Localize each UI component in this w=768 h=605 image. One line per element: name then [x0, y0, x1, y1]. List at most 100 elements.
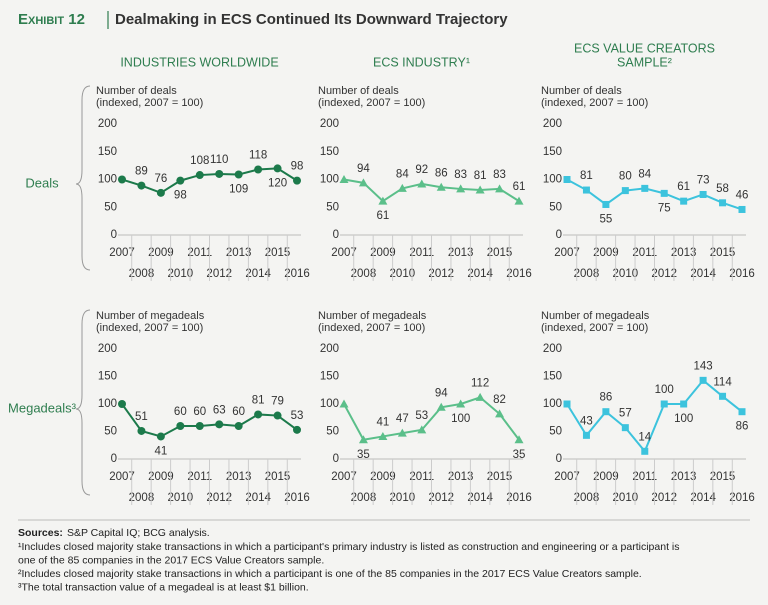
data-label: 100: [674, 413, 693, 425]
exhibit-title: Dealmaking in ECS Continued Its Downward…: [115, 11, 508, 28]
y-tick-label: 150: [543, 371, 562, 383]
column-title: INDUSTRIES WORLDWIDE: [120, 55, 278, 69]
x-tick-label: 2015: [710, 247, 736, 259]
marker: [273, 164, 282, 173]
y-tick-label: 0: [111, 229, 117, 241]
y-axis-label: Number of deals: [96, 85, 177, 97]
marker: [563, 176, 571, 183]
x-tick-label: 2016: [284, 268, 310, 280]
series-line: [566, 178, 743, 211]
x-tick-label: 2012: [651, 268, 677, 280]
x-tick-label: 2011: [187, 247, 212, 259]
y-tick-label: 200: [320, 343, 339, 355]
marker: [660, 400, 668, 408]
y-tick-label: 100: [320, 174, 339, 186]
marker: [358, 178, 368, 187]
marker: [156, 188, 165, 197]
series-line: [343, 396, 520, 441]
marker: [137, 181, 146, 190]
x-tick-label: 2010: [168, 492, 194, 504]
data-label: 82: [493, 394, 506, 406]
x-tick-label: 2010: [390, 492, 416, 504]
marker: [680, 400, 688, 408]
y-tick-label: 0: [111, 453, 117, 465]
x-tick-label: 2011: [632, 471, 657, 483]
series-line: [121, 403, 298, 438]
marker: [582, 431, 590, 439]
x-tick-label: 2012: [206, 268, 232, 280]
row-title: Megadeals³: [8, 400, 77, 415]
x-tick-label: 2008: [574, 268, 600, 280]
marker: [118, 400, 126, 408]
x-tick-label: 2015: [487, 247, 513, 259]
data-label: 41: [376, 416, 389, 428]
data-label: 84: [396, 168, 409, 180]
column-title: SAMPLE²: [617, 55, 672, 69]
y-tick-label: 50: [549, 201, 562, 213]
data-label: 51: [135, 411, 148, 423]
sources-label: Sources:: [18, 527, 63, 539]
marker: [358, 435, 368, 444]
y-tick-label: 50: [104, 426, 117, 438]
marker: [436, 182, 446, 191]
x-tick-label: 2012: [428, 268, 454, 280]
data-label: 98: [174, 190, 187, 202]
x-tick-label: 2014: [245, 492, 271, 504]
series-line: [566, 378, 743, 454]
y-tick-label: 100: [543, 398, 562, 410]
marker: [602, 408, 610, 416]
x-tick-label: 2010: [390, 268, 416, 280]
x-tick-label: 2013: [226, 471, 252, 483]
data-label: 61: [513, 181, 526, 193]
marker: [215, 169, 224, 178]
exhibit-label: Exhibit 12: [18, 11, 85, 28]
data-label: 53: [291, 410, 304, 422]
marker: [176, 422, 185, 430]
marker: [137, 426, 146, 435]
marker: [699, 190, 707, 198]
marker: [378, 431, 388, 440]
y-tick-label: 150: [98, 146, 117, 158]
marker: [602, 200, 610, 208]
marker: [641, 184, 649, 192]
data-label: 108: [190, 155, 209, 167]
x-tick-label: 2008: [129, 492, 155, 504]
y-tick-label: 200: [320, 118, 339, 130]
marker: [563, 400, 571, 408]
marker: [738, 408, 746, 416]
data-label: 80: [619, 171, 632, 183]
x-tick-label: 2016: [506, 492, 532, 504]
x-tick-label: 2007: [554, 247, 580, 259]
marker: [719, 199, 727, 207]
y-axis-label: (indexed, 2007 = 100): [96, 322, 203, 334]
marker: [495, 184, 505, 193]
column-title: ECS INDUSTRY¹: [373, 55, 470, 69]
data-label: 100: [655, 384, 674, 396]
data-label: 120: [268, 177, 287, 189]
data-label: 61: [677, 181, 690, 193]
y-tick-label: 150: [543, 146, 562, 158]
y-tick-label: 200: [98, 118, 117, 130]
marker: [475, 185, 485, 194]
x-tick-label: 2014: [245, 268, 271, 280]
marker: [456, 184, 466, 193]
marker: [514, 435, 524, 444]
y-axis-label: Number of deals: [541, 85, 622, 97]
marker: [293, 425, 301, 434]
marker: [621, 187, 629, 195]
marker: [195, 171, 204, 180]
x-tick-label: 2012: [206, 492, 232, 504]
data-label: 81: [580, 170, 593, 182]
x-tick-label: 2008: [574, 492, 600, 504]
marker: [273, 411, 282, 420]
y-axis-label: (indexed, 2007 = 100): [318, 97, 425, 109]
marker: [417, 179, 427, 188]
x-tick-label: 2009: [593, 471, 619, 483]
y-axis-label: (indexed, 2007 = 100): [96, 97, 203, 109]
marker: [582, 186, 590, 194]
marker: [195, 422, 204, 430]
marker: [156, 432, 165, 441]
y-tick-label: 50: [326, 426, 339, 438]
series-line: [121, 167, 298, 194]
column-title: ECS VALUE CREATORS: [574, 41, 715, 55]
